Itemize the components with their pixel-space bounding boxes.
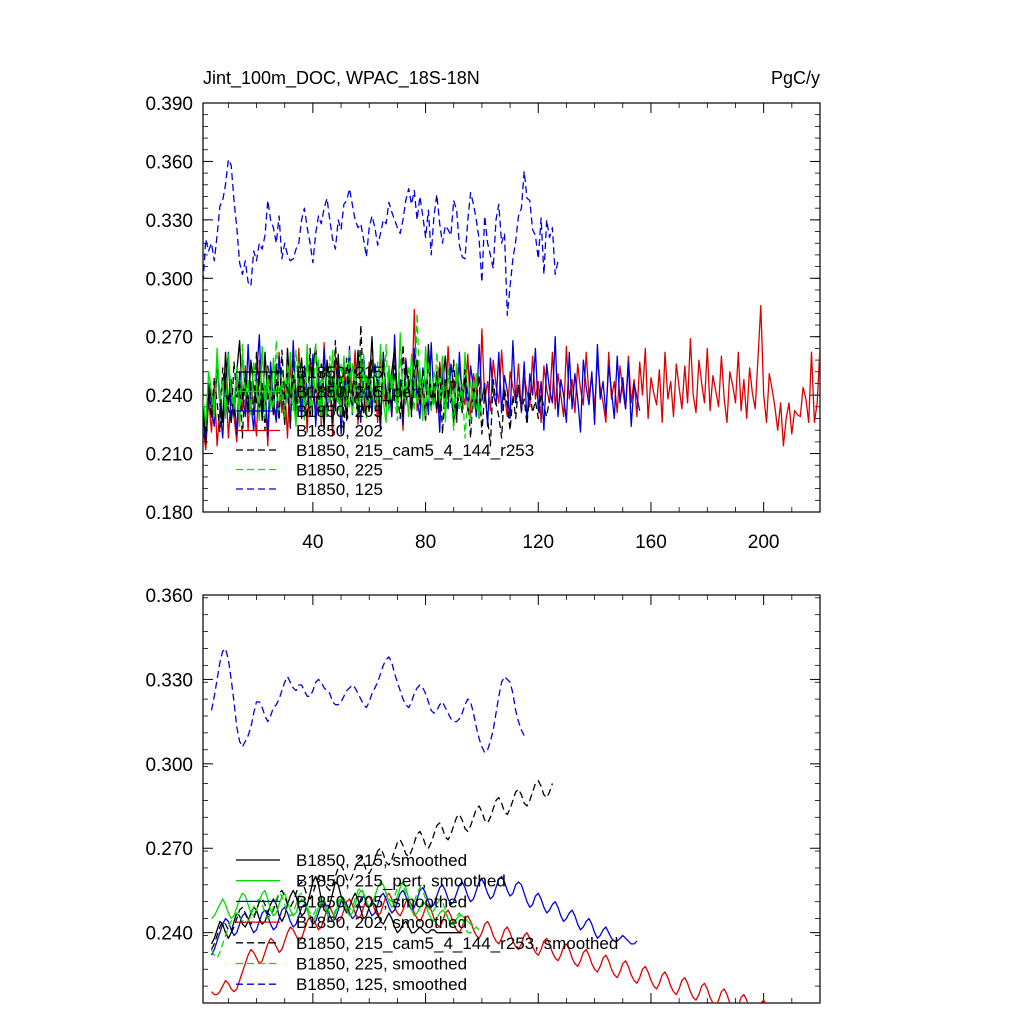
legend-label: B1850, 205 <box>296 402 383 421</box>
series-line <box>203 158 559 316</box>
legend-label: B1850, 215_pert <box>296 383 422 402</box>
series-line <box>210 875 638 956</box>
x-tick-label: 80 <box>415 532 436 553</box>
x-tick-label: 200 <box>748 532 780 553</box>
y-tick-label: 0.330 <box>145 211 193 232</box>
y-tick-label: 0.270 <box>145 328 193 349</box>
y-axis: 0.180 0.210 0.240 0.270 0.300 0.330 0.360 0.390 <box>145 94 820 524</box>
y-tick-label: 0.240 <box>145 924 193 945</box>
legend-label: B1850, 215, smoothed <box>296 851 467 870</box>
y-tick-label: 0.180 <box>145 503 193 524</box>
legend-label: B1850, 125 <box>296 480 383 499</box>
x-tick-label: 120 <box>522 532 554 553</box>
series-line <box>210 647 525 754</box>
legend-label: B1850, 125, smoothed <box>296 975 467 994</box>
y-tick-label: 0.390 <box>145 94 193 115</box>
plot-frame <box>202 594 821 1004</box>
series-group <box>210 647 766 1003</box>
y-tick-label: 0.300 <box>145 755 193 776</box>
top-panel: 0.180 0.210 0.240 0.270 0.300 0.330 0.360 0.390… <box>145 68 821 553</box>
series-group <box>203 158 820 451</box>
legend-label: B1850, 202 <box>296 422 383 441</box>
y-tick-label: 0.360 <box>145 586 193 607</box>
x-tick-label: 40 <box>302 532 323 553</box>
legend-label: B1850, 225, smoothed <box>296 955 467 974</box>
x-axis <box>227 595 821 1003</box>
legend-label: B1850, 215_pert, smoothed <box>296 872 506 891</box>
x-axis: 40 80 120 160 200 <box>227 103 821 553</box>
series-line <box>210 881 480 959</box>
y-tick-label: 0.240 <box>145 386 193 407</box>
legend-label: B1850, 205, smoothed <box>296 892 467 911</box>
y-tick-label: 0.210 <box>145 445 193 466</box>
legend-label: B1850, 225 <box>296 461 383 480</box>
legend-label: B1850, 202, smoothed <box>296 913 467 932</box>
chart-title: Jint_100m_DOC, WPAC_18S-18N <box>203 68 480 89</box>
legend-label: B1850, 215_cam5_4_144_r253, smoothed <box>296 934 618 953</box>
y-tick-label: 0.300 <box>145 269 193 290</box>
y-axis: 0.240 0.270 0.300 0.330 0.360 <box>145 586 820 1004</box>
legend-label: B1850, 215_cam5_4_144_r253 <box>296 441 534 460</box>
series-line <box>210 780 554 950</box>
units-label: PgC/y <box>771 68 820 88</box>
x-tick-label: 160 <box>635 532 667 553</box>
legend-label: B1850, 215 <box>296 363 383 382</box>
y-tick-label: 0.270 <box>145 839 193 860</box>
y-tick-label: 0.330 <box>145 670 193 691</box>
series-line <box>203 312 483 439</box>
legend: B1850, 215, smoothed B1850, 215_pert, smo… <box>236 851 618 994</box>
bottom-panel: 0.240 0.270 0.300 0.330 0.360 B1850, 215, smo… <box>145 586 821 1004</box>
plot-frame <box>202 102 821 513</box>
y-tick-label: 0.360 <box>145 152 193 173</box>
